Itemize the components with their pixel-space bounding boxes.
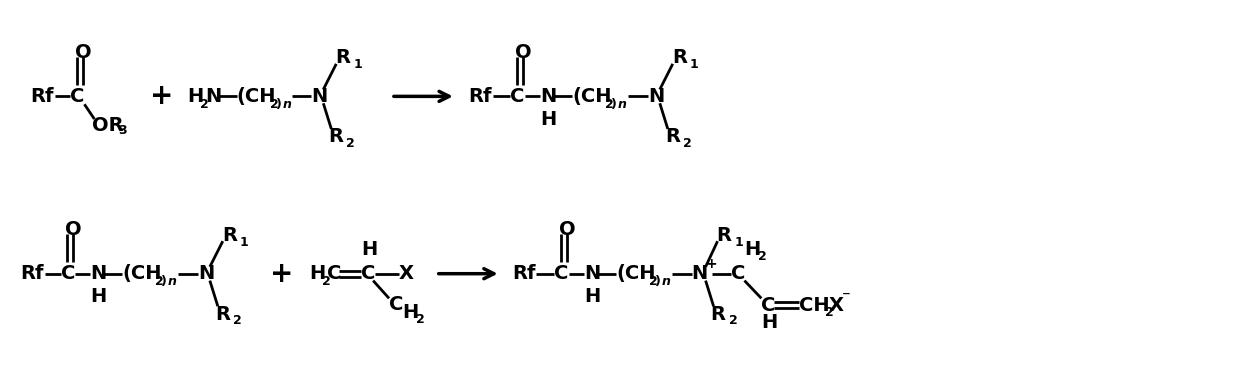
Text: H: H — [90, 287, 107, 306]
Text: n: n — [169, 275, 177, 288]
Text: +: + — [150, 82, 173, 110]
Text: H: H — [310, 264, 326, 283]
Text: X: X — [829, 296, 844, 315]
Text: 2: 2 — [346, 137, 356, 150]
Text: C: C — [389, 295, 404, 314]
Text: 2: 2 — [199, 98, 208, 111]
Text: 2: 2 — [270, 98, 279, 111]
Text: R: R — [711, 304, 726, 324]
Text: 2: 2 — [155, 275, 164, 288]
Text: R: R — [716, 226, 731, 245]
Text: Rf: Rf — [21, 264, 45, 283]
Text: Rf: Rf — [468, 87, 492, 106]
Text: n: n — [282, 98, 291, 111]
Text: O: O — [76, 43, 92, 62]
Text: 2: 2 — [233, 315, 242, 328]
Text: ): ) — [611, 98, 617, 111]
Text: H: H — [187, 87, 203, 106]
Text: N: N — [311, 87, 327, 106]
Text: R: R — [328, 127, 343, 146]
Text: N: N — [540, 87, 556, 106]
Text: O: O — [559, 220, 576, 239]
Text: N: N — [204, 87, 221, 106]
Text: 2: 2 — [825, 306, 834, 319]
Text: ): ) — [161, 275, 167, 288]
Text: R: R — [222, 226, 237, 245]
Text: R: R — [336, 49, 351, 67]
Text: 2: 2 — [683, 137, 691, 150]
Text: H: H — [584, 287, 601, 306]
Text: C: C — [510, 87, 525, 106]
Text: OR: OR — [93, 116, 124, 135]
Text: N: N — [584, 264, 601, 283]
Text: C: C — [731, 264, 746, 283]
Text: 2: 2 — [322, 275, 331, 288]
Text: n: n — [618, 98, 627, 111]
Text: R: R — [665, 127, 680, 146]
Text: 1: 1 — [353, 58, 362, 71]
Text: 2: 2 — [729, 315, 737, 328]
Text: 3: 3 — [118, 124, 126, 137]
Text: 2: 2 — [416, 313, 425, 325]
Text: (CH: (CH — [616, 264, 655, 283]
Text: C: C — [761, 296, 776, 315]
Text: ): ) — [275, 98, 281, 111]
Text: C: C — [327, 264, 342, 283]
Text: C: C — [71, 87, 84, 106]
Text: 1: 1 — [239, 236, 249, 249]
Text: 2: 2 — [649, 275, 658, 288]
Text: H: H — [745, 240, 761, 258]
Text: C: C — [61, 264, 74, 283]
Text: H: H — [761, 313, 778, 332]
Text: X: X — [399, 264, 414, 283]
Text: H: H — [361, 240, 378, 258]
Text: N: N — [90, 264, 107, 283]
Text: 1: 1 — [735, 236, 743, 249]
Text: H: H — [540, 110, 556, 129]
Text: R: R — [672, 49, 686, 67]
Text: +: + — [706, 257, 717, 271]
Text: N: N — [648, 87, 664, 106]
Text: C: C — [554, 264, 569, 283]
Text: (CH: (CH — [572, 87, 612, 106]
Text: ⁻: ⁻ — [843, 287, 851, 305]
Text: N: N — [198, 264, 214, 283]
Text: n: n — [662, 275, 670, 288]
Text: (CH: (CH — [123, 264, 162, 283]
Text: CH: CH — [799, 296, 830, 315]
Text: (CH: (CH — [237, 87, 276, 106]
Text: C: C — [361, 264, 375, 283]
Text: 1: 1 — [690, 58, 699, 71]
Text: O: O — [66, 220, 82, 239]
Text: O: O — [515, 43, 532, 62]
Text: Rf: Rf — [513, 264, 536, 283]
Text: Rf: Rf — [31, 87, 55, 106]
Text: H: H — [401, 303, 419, 322]
Text: R: R — [214, 304, 229, 324]
Text: 2: 2 — [758, 251, 767, 263]
Text: 2: 2 — [605, 98, 613, 111]
Text: +: + — [270, 260, 292, 288]
Text: ): ) — [655, 275, 660, 288]
Text: N: N — [691, 264, 707, 283]
